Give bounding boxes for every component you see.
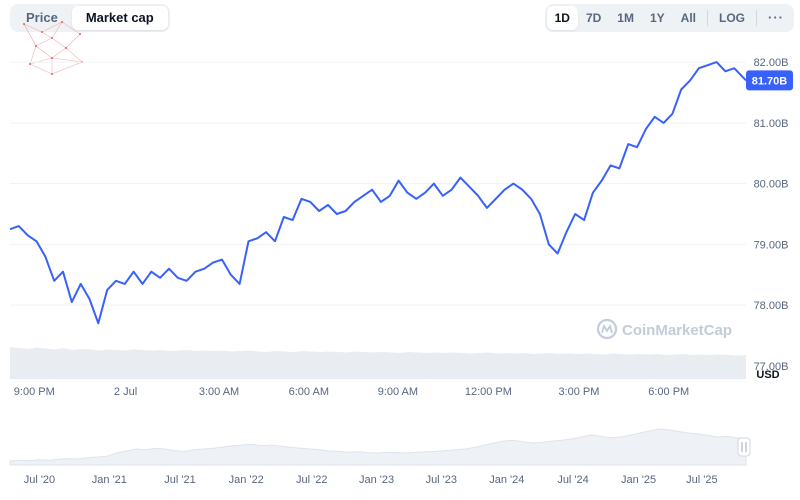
decorative-logo-icon — [23, 21, 83, 75]
overview-tick-label: Jan '25 — [621, 474, 656, 486]
y-tick-label: 78.00B — [754, 300, 789, 312]
range-divider — [707, 10, 708, 26]
more-options-button[interactable]: ··· — [768, 10, 784, 25]
x-tick-label: 9:00 PM — [14, 386, 55, 398]
x-tick-label: 3:00 AM — [199, 386, 239, 398]
overview-area — [9, 428, 747, 466]
tab-price[interactable]: Price — [26, 10, 58, 25]
y-tick-label: 81.00B — [754, 118, 789, 130]
log-scale-button[interactable]: LOG — [719, 11, 745, 25]
x-tick-label: 3:00 PM — [558, 386, 599, 398]
y-tick-label: 82.00B — [754, 57, 789, 69]
current-value-badge: 81.70B — [746, 70, 793, 91]
volume-area-fill — [10, 347, 746, 378]
overview-range-handle[interactable] — [737, 437, 751, 457]
overview-tick-label: Jul '23 — [426, 474, 457, 486]
range-1y-button[interactable]: 1Y — [649, 11, 665, 25]
watermark: CoinMarketCap — [596, 318, 732, 340]
range-all-button[interactable]: All — [680, 11, 696, 25]
tab-market-cap[interactable]: Market cap — [71, 6, 168, 30]
y-axis-unit-label: USD — [756, 369, 779, 381]
overview-tick-label: Jan '24 — [489, 474, 524, 486]
x-tick-label: 2 Jul — [114, 386, 137, 398]
overview-tick-label: Jul '24 — [557, 474, 588, 486]
overview-tick-label: Jul '20 — [24, 474, 55, 486]
volume-area — [10, 347, 746, 378]
overview-tick-label: Jul '21 — [164, 474, 195, 486]
chart-type-toggle: Price Market cap — [10, 4, 170, 32]
current-value-label: 81.70B — [752, 75, 788, 87]
overview-tick-label: Jul '25 — [686, 474, 717, 486]
range-divider — [756, 10, 757, 26]
x-tick-label: 6:00 PM — [648, 386, 689, 398]
y-tick-label: 77.00B — [754, 361, 789, 373]
overview-tick-label: Jan '23 — [359, 474, 394, 486]
range-1m-button[interactable]: 1M — [617, 11, 634, 25]
time-range-selector: 1D 7D 1M 1Y All LOG ··· — [544, 4, 794, 32]
overview-tick-label: Jul '22 — [296, 474, 327, 486]
y-axis: 77.00B 78.00B 79.00B 80.00B 81.00B 82.00B — [754, 57, 789, 373]
overview-navigator[interactable]: Jul '20 Jan '21 Jul '21 Jan '22 Jul '22 Jan '… — [9, 428, 751, 486]
x-tick-label: 9:00 AM — [378, 386, 418, 398]
y-tick-label: 80.00B — [754, 179, 789, 191]
x-axis: 9:00 PM 2 Jul 3:00 AM 6:00 AM 9:00 AM 12:00 P… — [14, 386, 689, 398]
range-1d-button[interactable]: 1D — [546, 6, 578, 30]
range-7d-button[interactable]: 7D — [585, 11, 602, 25]
overview-tick-label: Jan '21 — [92, 474, 127, 486]
series-layer — [9, 61, 747, 325]
watermark-glyph — [601, 323, 613, 334]
y-tick-label: 79.00B — [754, 239, 789, 251]
watermark-text: CoinMarketCap — [622, 322, 732, 339]
x-tick-label: 12:00 PM — [465, 386, 512, 398]
market-cap-line — [9, 61, 747, 325]
overview-tick-label: Jan '22 — [229, 474, 264, 486]
x-tick-label: 6:00 AM — [289, 386, 329, 398]
coinmarketcap-logo-icon — [596, 318, 618, 340]
